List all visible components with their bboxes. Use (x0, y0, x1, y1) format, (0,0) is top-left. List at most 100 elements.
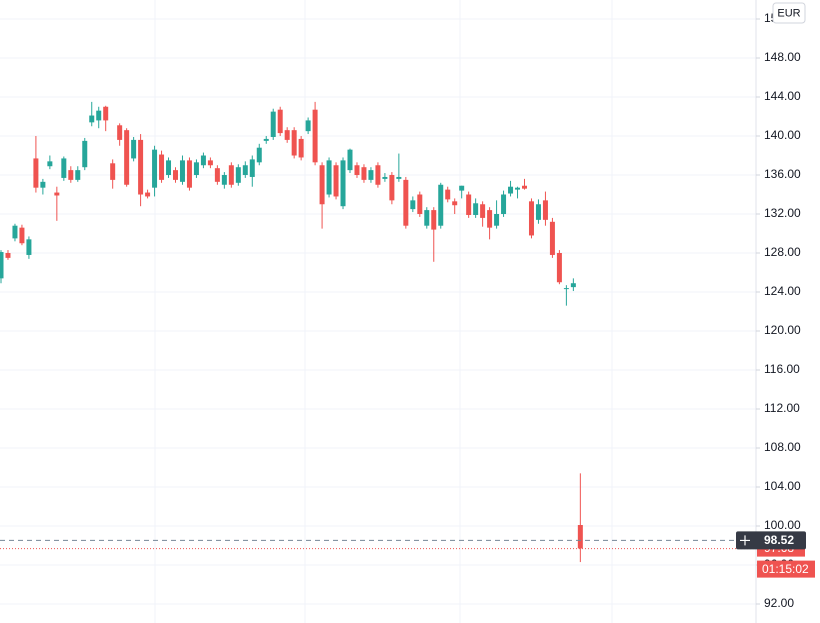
y-tick-label: 140.00 (764, 128, 801, 142)
candle-body (263, 138, 269, 141)
candle-body (131, 139, 137, 159)
candle-body (368, 170, 374, 180)
currency-label[interactable]: EUR (777, 7, 800, 19)
candle-body (528, 201, 534, 236)
candle-body (570, 283, 576, 288)
candle-body (61, 158, 67, 178)
candle-body (89, 115, 95, 123)
candle-body (277, 109, 283, 134)
y-tick-label: 136.00 (764, 167, 801, 181)
candle-body (284, 130, 290, 140)
crosshair-plus (740, 535, 750, 546)
candle-body (103, 106, 109, 121)
y-tick-label: 92.00 (764, 596, 794, 610)
y-tick-label: 108.00 (764, 440, 801, 454)
candle-body (173, 170, 178, 180)
candle-body (459, 185, 465, 191)
currency-button[interactable]: EUR (772, 2, 806, 24)
candle-body (410, 200, 416, 210)
y-tick-label: 128.00 (764, 245, 801, 259)
candle-body (138, 139, 144, 195)
candle-body (542, 200, 548, 220)
candles (0, 101, 583, 563)
y-tick-label: 132.00 (764, 206, 801, 220)
candle-body (0, 252, 4, 279)
candle-body (473, 203, 479, 215)
candle-body (333, 165, 339, 197)
candle-body (487, 210, 493, 228)
candle-body (556, 253, 562, 283)
y-tick-label: 116.00 (764, 362, 800, 376)
candle-body (256, 147, 262, 163)
candle-body (145, 192, 151, 197)
candle-body (249, 159, 255, 177)
candle-body (33, 158, 39, 188)
candle-body (389, 175, 395, 201)
candle-body (110, 163, 116, 180)
y-tick-label: 124.00 (764, 284, 801, 298)
candle-body (228, 165, 234, 185)
candle-body (501, 194, 507, 215)
candle-body (179, 160, 185, 182)
candle-body (305, 120, 311, 132)
candle-body (577, 525, 583, 549)
candle-body (417, 194, 423, 215)
candle-body (382, 176, 388, 179)
countdown-box (757, 560, 815, 578)
candle-body (12, 225, 18, 239)
candle-body (124, 130, 130, 185)
candle-body (522, 185, 527, 189)
candle-body (375, 165, 381, 185)
currency-button-box[interactable] (772, 2, 806, 24)
candle-body (270, 111, 276, 137)
crosshair-label: 98.52 (764, 533, 794, 547)
candle-body (508, 186, 514, 194)
candle-body (82, 140, 88, 168)
candle-body (319, 165, 325, 205)
candle-body (494, 214, 500, 226)
candle-body (291, 130, 297, 156)
y-tick-label: 100.00 (764, 518, 801, 532)
candle-body (347, 149, 353, 171)
candle-body (242, 165, 248, 176)
candle-body (438, 184, 444, 226)
candle-body (40, 181, 46, 188)
candle-body (235, 167, 241, 183)
candle-body (452, 201, 458, 206)
candle-body (68, 170, 74, 180)
candle-body (5, 253, 11, 258)
grid (0, 0, 756, 623)
candle-body (166, 160, 172, 176)
candle-body (354, 165, 360, 176)
candle-body (549, 221, 555, 255)
candle-body (26, 239, 32, 255)
candle-body (340, 160, 346, 207)
candle-body (117, 125, 123, 140)
candle-body (19, 227, 25, 244)
candle-body (193, 162, 199, 176)
candle-body (431, 210, 437, 230)
candle-body (403, 179, 409, 226)
candle-body (214, 168, 220, 182)
candle-body (200, 155, 206, 166)
y-tick-label: 104.00 (764, 479, 801, 493)
candle-body (159, 154, 165, 180)
candle-body (424, 210, 430, 226)
y-tick-label: 148.00 (764, 50, 801, 64)
candle-body (563, 288, 569, 290)
candle-body (221, 175, 227, 185)
candle-body (96, 110, 102, 121)
candle-body (326, 160, 332, 195)
candle-body (396, 176, 402, 179)
candle-body (466, 194, 472, 215)
y-tick-label: 144.00 (764, 89, 801, 103)
y-tick-label: 112.00 (764, 401, 800, 415)
candle-body (54, 192, 60, 196)
candle-body (75, 170, 81, 180)
countdown-label: 01:15:02 (762, 562, 809, 576)
candle-body (47, 161, 53, 167)
candle-body (298, 138, 304, 158)
